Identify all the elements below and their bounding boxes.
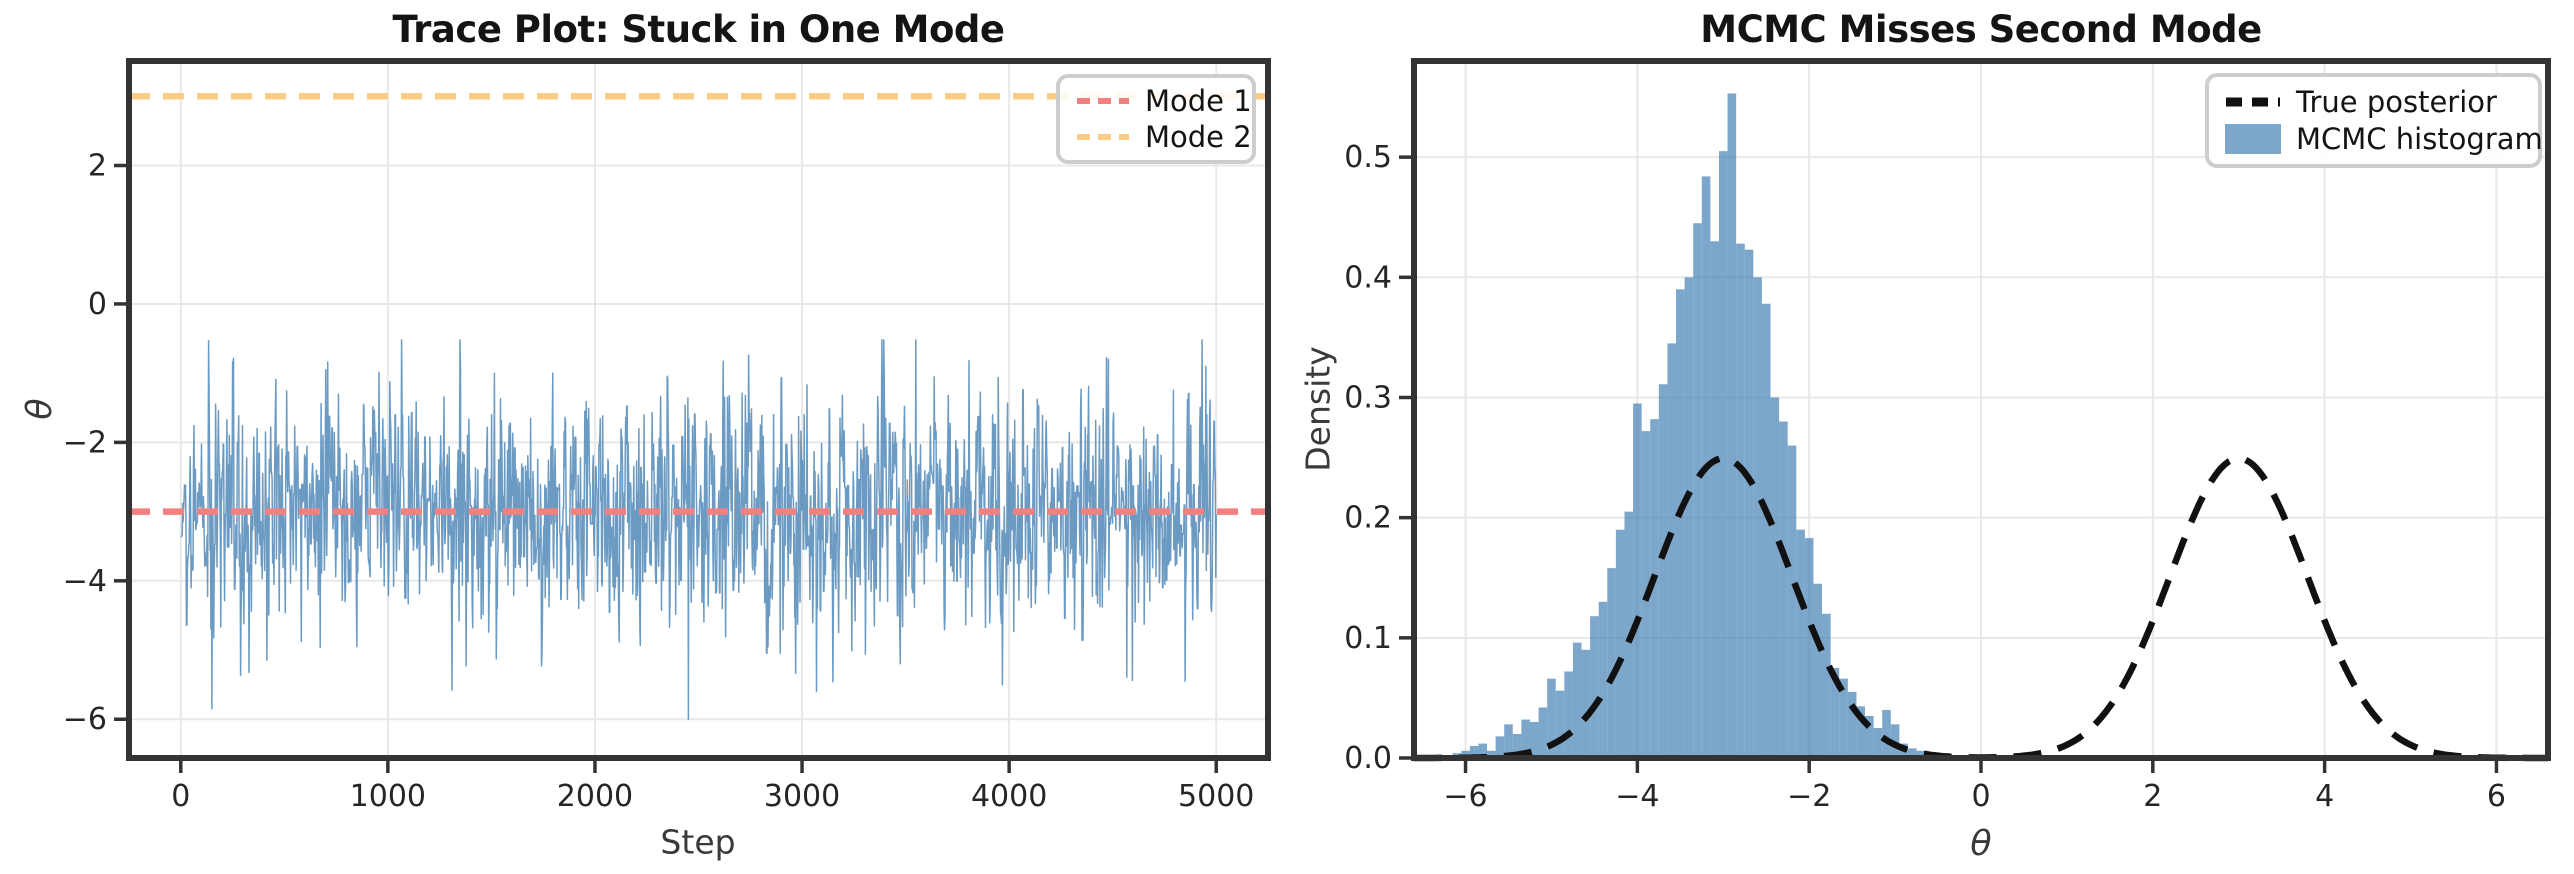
svg-text:−6: −6 bbox=[63, 702, 107, 737]
histogram-plot-title: MCMC Misses Second Mode bbox=[1700, 8, 2262, 51]
svg-text:0: 0 bbox=[171, 779, 190, 814]
svg-text:0.2: 0.2 bbox=[1344, 501, 1392, 536]
trace-plot-title: Trace Plot: Stuck in One Mode bbox=[392, 8, 1005, 51]
svg-text:0.5: 0.5 bbox=[1344, 140, 1392, 175]
hist-ylabel-density: Density bbox=[1298, 346, 1338, 472]
hist-xlabel-theta: θ bbox=[1970, 824, 1992, 864]
svg-text:4000: 4000 bbox=[971, 779, 1047, 814]
legend-label-mcmc-histogram: MCMC histogram bbox=[2296, 122, 2543, 157]
svg-text:5000: 5000 bbox=[1178, 779, 1254, 814]
trace-legend: Mode 1 Mode 2 bbox=[1056, 74, 1256, 164]
svg-text:2: 2 bbox=[88, 149, 107, 184]
legend-item-mode1: Mode 1 bbox=[1076, 84, 1252, 118]
svg-text:−4: −4 bbox=[1615, 779, 1659, 814]
svg-text:0: 0 bbox=[88, 287, 107, 322]
legend-label-mode2: Mode 2 bbox=[1145, 120, 1252, 154]
svg-text:2: 2 bbox=[2143, 779, 2162, 814]
legend-label-mode1: Mode 1 bbox=[1145, 84, 1252, 118]
histogram-legend: True posterior MCMC histogram bbox=[2205, 73, 2543, 168]
svg-text:0.3: 0.3 bbox=[1344, 380, 1392, 415]
mode2-dashed-line-icon bbox=[1077, 134, 1129, 140]
legend-item-mcmc-histogram: MCMC histogram bbox=[2225, 122, 2543, 156]
svg-text:0.0: 0.0 bbox=[1344, 741, 1392, 776]
legend-item-mode2: Mode 2 bbox=[1076, 120, 1252, 154]
svg-text:−6: −6 bbox=[1443, 779, 1487, 814]
mcmc-histogram-swatch-icon bbox=[2225, 124, 2281, 155]
trace-xlabel-step: Step bbox=[660, 822, 736, 862]
svg-text:−2: −2 bbox=[63, 425, 107, 460]
svg-text:1000: 1000 bbox=[350, 779, 426, 814]
svg-text:0: 0 bbox=[1971, 779, 1990, 814]
svg-text:−4: −4 bbox=[63, 564, 107, 599]
svg-text:3000: 3000 bbox=[764, 779, 840, 814]
svg-text:2000: 2000 bbox=[557, 779, 633, 814]
legend-item-true-posterior: True posterior bbox=[2225, 85, 2522, 119]
legend-label-true-posterior: True posterior bbox=[2296, 84, 2497, 119]
svg-text:0.1: 0.1 bbox=[1344, 621, 1392, 656]
mode1-dashed-line-icon bbox=[1077, 98, 1129, 104]
svg-text:6: 6 bbox=[2487, 779, 2506, 814]
true-posterior-dashed-line-icon bbox=[2226, 97, 2280, 107]
svg-text:0.4: 0.4 bbox=[1344, 260, 1392, 295]
svg-text:4: 4 bbox=[2315, 779, 2334, 814]
trace-ylabel-theta: θ bbox=[20, 398, 60, 420]
svg-text:−2: −2 bbox=[1787, 779, 1831, 814]
